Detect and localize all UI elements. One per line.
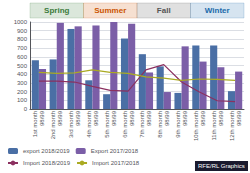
svg-text:9th month: 9th month (175, 111, 181, 138)
svg-text:98/99: 98/99 (111, 110, 117, 126)
svg-text:Winter: Winter (205, 6, 230, 15)
svg-text:800: 800 (17, 36, 28, 42)
svg-text:export 2018/2019: export 2018/2019 (23, 148, 70, 154)
svg-text:700: 700 (17, 45, 28, 51)
svg-text:5th month: 5th month (104, 111, 110, 138)
svg-text:Import 2017/2018: Import 2017/2018 (92, 160, 140, 166)
svg-text:98/99: 98/99 (182, 110, 188, 126)
svg-text:2nd month: 2nd month (50, 111, 56, 139)
svg-text:10th month: 10th month (193, 111, 199, 141)
svg-text:98/99: 98/99 (129, 110, 135, 126)
svg-text:8th month: 8th month (157, 111, 163, 138)
svg-text:Summer: Summer (94, 6, 126, 15)
svg-text:98/99: 98/99 (93, 110, 99, 126)
svg-text:Import 2018/2019: Import 2018/2019 (23, 160, 71, 166)
svg-text:Spring: Spring (44, 6, 69, 15)
svg-text:300: 300 (17, 80, 28, 86)
svg-text:400: 400 (17, 71, 28, 77)
svg-text:12th month: 12th month (229, 111, 235, 141)
svg-text:11th month: 11th month (211, 111, 217, 141)
svg-text:7th month: 7th month (139, 111, 145, 138)
svg-text:98/99: 98/99 (218, 110, 224, 126)
svg-text:Fall: Fall (157, 6, 171, 15)
svg-text:98/99: 98/99 (200, 110, 206, 126)
svg-text:RFE/RL Graphics: RFE/RL Graphics (198, 163, 245, 169)
svg-text:98/99: 98/99 (39, 110, 45, 126)
svg-text:3rd month: 3rd month (68, 111, 74, 138)
svg-text:98/99: 98/99 (146, 110, 152, 126)
svg-text:6th month: 6th month (122, 111, 128, 138)
svg-text:1st month: 1st month (32, 111, 38, 137)
svg-text:98/99: 98/99 (236, 110, 242, 126)
svg-text:600: 600 (17, 54, 28, 60)
svg-text:0: 0 (24, 106, 28, 112)
svg-text:98/99: 98/99 (164, 110, 170, 126)
svg-text:100: 100 (17, 97, 28, 103)
svg-text:500: 500 (17, 63, 28, 69)
svg-text:98/99: 98/99 (75, 110, 81, 126)
svg-text:900: 900 (17, 28, 28, 34)
svg-text:1000: 1000 (14, 19, 28, 25)
svg-text:Export 2017/2018: Export 2017/2018 (91, 148, 139, 154)
svg-text:98/99: 98/99 (57, 110, 63, 126)
svg-text:200: 200 (17, 89, 28, 95)
svg-text:4th month: 4th month (86, 111, 92, 138)
